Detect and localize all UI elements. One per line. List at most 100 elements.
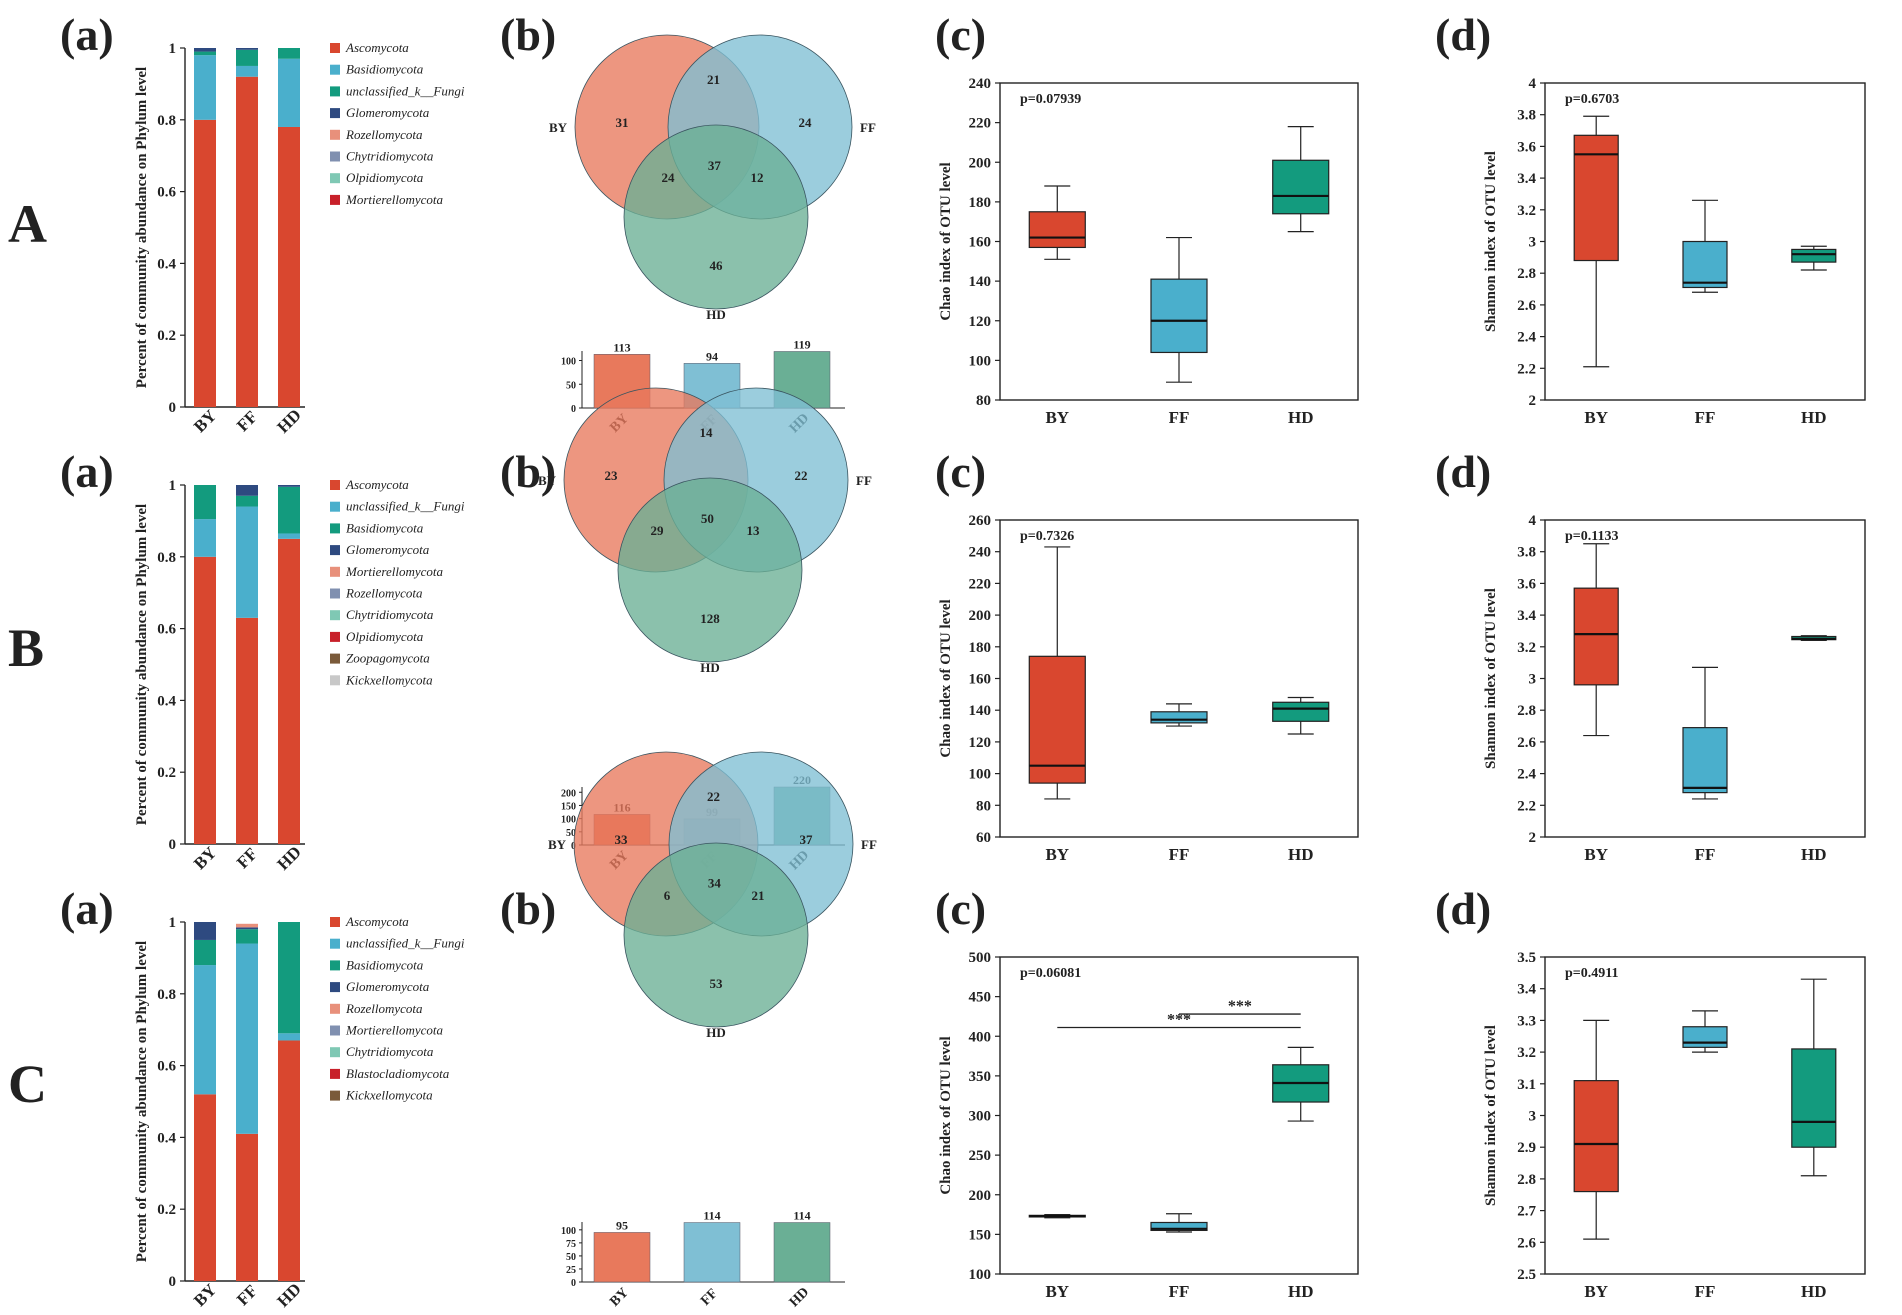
y-tick-label: 2.5 — [1517, 1267, 1536, 1283]
y-tick-label: 0.4 — [157, 256, 176, 272]
p-value: p=0.07939 — [1020, 92, 1081, 107]
box-by — [1573, 587, 1619, 686]
venn-region-by-ff: 14 — [700, 425, 714, 440]
y-tick-label: 2.2 — [1517, 798, 1536, 814]
legend-label: unclassified_k__Fungi — [346, 83, 465, 98]
y-tick-label: 4 — [1529, 76, 1537, 92]
legend-label: Ascomycota — [345, 40, 409, 55]
venn-set-label-by: BY — [549, 120, 568, 135]
venn-region-ff-only: 22 — [795, 468, 808, 483]
y-tick-label: 120 — [969, 314, 992, 330]
y-tick-label: 160 — [969, 672, 992, 688]
y-tick-label: 3.4 — [1517, 171, 1536, 187]
y-tick-label: 0.4 — [157, 693, 176, 709]
bar-segment-ff-glomeromycota — [236, 48, 258, 50]
box-hd — [1791, 248, 1837, 263]
venn-bar-x-label: FF — [698, 1286, 721, 1309]
y-tick-label: 2.6 — [1517, 1235, 1536, 1251]
venn-set-label-by: BY — [538, 473, 557, 488]
x-tick-label: FF — [1169, 408, 1190, 427]
chart-b-a: 0 0.2 0.4 0.6 0.8 1 Percent of community abund… — [134, 477, 465, 874]
legend-label: Ascomycota — [345, 914, 409, 929]
bar-segment-ff-unclassified-k-fungi — [236, 506, 258, 618]
y-tick-label: 160 — [969, 235, 992, 251]
bar-segment-hd-basidiomycota — [278, 486, 300, 534]
legend-label: Zoopagomycota — [346, 651, 430, 666]
p-value: p=0.7326 — [1020, 529, 1074, 544]
y-axis-label: Chao index of OTU level — [938, 599, 954, 757]
venn-bar-value-label: 113 — [613, 340, 630, 354]
venn-bar-value-label: 95 — [616, 1218, 628, 1232]
legend-label: Basidiomycota — [346, 957, 424, 972]
y-tick-label: 2.7 — [1517, 1204, 1536, 1220]
bar-segment-by-ascomycota — [194, 1094, 216, 1281]
legend-swatch — [330, 653, 340, 664]
legend-label: Chytridiomycota — [346, 149, 434, 164]
venn-bar-y-tick-label: 0 — [571, 404, 576, 415]
p-value: p=0.06081 — [1020, 966, 1081, 981]
y-axis-label: Percent of community abundance on Phylum… — [134, 941, 150, 1262]
legend-swatch — [330, 917, 340, 927]
venn-bar-value-label: 119 — [793, 337, 810, 351]
y-tick-label: 3.1 — [1517, 1077, 1536, 1093]
y-tick-label: 2.6 — [1517, 735, 1536, 751]
panel-label-c: (c) — [935, 9, 986, 60]
legend-label: Blastocladiomycota — [346, 1066, 450, 1081]
venn-region-by-only: 23 — [605, 468, 619, 483]
y-tick-label: 3.4 — [1517, 608, 1536, 624]
y-tick-label: 0.2 — [157, 765, 176, 781]
venn-bar-y-tick-label: 150 — [561, 801, 576, 812]
legend-label: Chytridiomycota — [346, 607, 434, 622]
bar-segment-hd-unclassified-k-fungi — [278, 1033, 300, 1041]
x-tick-label: BY — [1045, 408, 1069, 427]
venn-bar-x-label: BY — [607, 1285, 631, 1309]
venn-region-hd-only: 46 — [710, 258, 724, 273]
legend-swatch — [330, 545, 340, 556]
venn-set-label-hd: HD — [706, 1025, 726, 1040]
legend-swatch — [330, 960, 340, 971]
bar-segment-ff-ascomycota — [236, 76, 258, 407]
venn-bar-by — [593, 1232, 651, 1283]
y-tick-label: 0.8 — [157, 113, 176, 129]
y-axis-label: Shannon index of OTU level — [1483, 151, 1499, 332]
panel-label-d: (d) — [1435, 9, 1491, 60]
x-tick-label: FF — [1695, 408, 1716, 427]
y-tick-label: 3 — [1529, 1109, 1537, 1125]
venn-bar-hd — [773, 1222, 831, 1283]
bar-segment-hd-ascomycota — [278, 126, 300, 407]
bar-segment-by-basidiomycota — [194, 485, 216, 520]
box-ff — [1682, 1026, 1728, 1048]
box-ff — [1682, 727, 1728, 794]
legend-swatch — [330, 1025, 340, 1036]
y-tick-label: 3.2 — [1517, 1045, 1536, 1061]
venn-region-by-hd: 29 — [651, 523, 665, 538]
x-tick-label: BY — [190, 406, 220, 436]
y-tick-label: 3.5 — [1517, 950, 1536, 966]
legend-swatch — [330, 129, 340, 140]
panel-label-c: (c) — [935, 446, 986, 497]
panel-label-d: (d) — [1435, 883, 1491, 934]
bar-segment-hd-ascomycota — [278, 538, 300, 844]
x-tick-label: FF — [233, 407, 261, 435]
chart-b-d: 2 2.2 2.4 2.6 2.8 3 3.2 3.4 3.6 3.8 4 Shannon index… — [1483, 513, 1866, 864]
y-tick-label: 3.8 — [1517, 545, 1536, 561]
y-tick-label: 0.6 — [157, 185, 176, 201]
bar-segment-by-unclassified-k-fungi — [194, 51, 216, 56]
legend-swatch — [330, 1068, 340, 1079]
y-tick-label: 60 — [976, 830, 991, 846]
y-tick-label: 100 — [969, 353, 992, 369]
box-ff — [1150, 278, 1208, 354]
y-tick-label: 2.4 — [1517, 330, 1536, 346]
y-tick-label: 3 — [1529, 672, 1537, 688]
venn-bar-y-tick-label: 200 — [561, 788, 576, 799]
venn-region-by-hd: 24 — [662, 170, 676, 185]
y-axis-label: Percent of community abundance on Phylum… — [134, 504, 150, 825]
legend-swatch — [330, 610, 340, 621]
y-tick-label: 0.6 — [157, 622, 176, 638]
y-tick-label: 240 — [969, 545, 992, 561]
x-tick-label: HD — [1801, 408, 1827, 427]
y-tick-label: 150 — [969, 1227, 992, 1243]
legend-swatch — [330, 108, 340, 119]
y-tick-label: 2.2 — [1517, 361, 1536, 377]
